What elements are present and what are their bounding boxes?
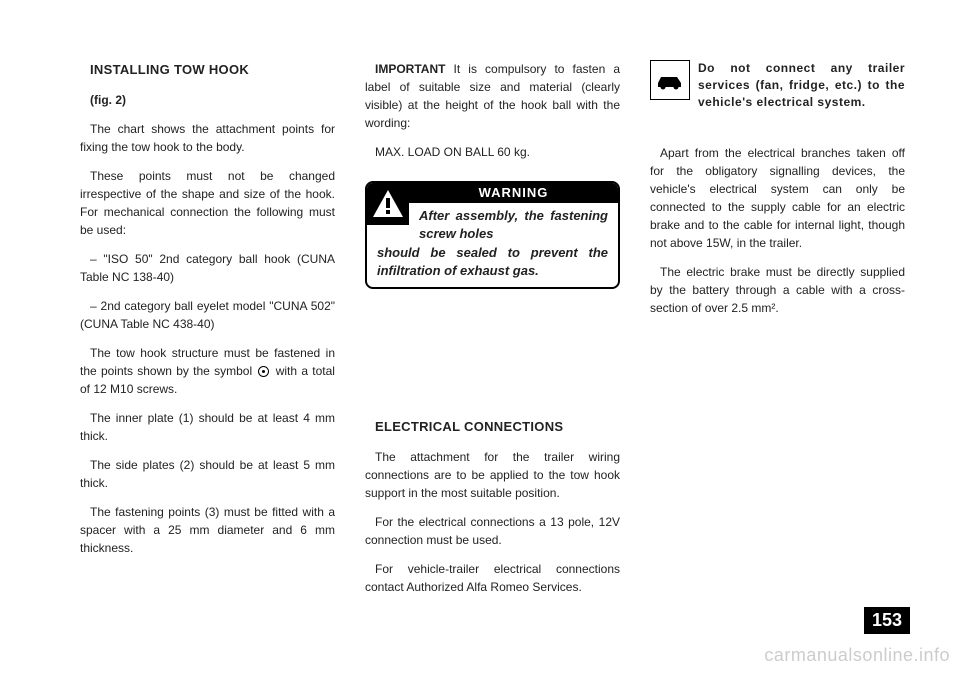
warning-top-row: WARNING After assembly, the fastening sc… — [367, 183, 618, 250]
column-3: Do not connect any trailer services (fan… — [650, 60, 905, 600]
col1-p3: – "ISO 50" 2nd category ball hook (CUNA … — [80, 250, 335, 286]
col1-p8: The fastening points (3) must be fitted … — [80, 503, 335, 557]
spacer — [365, 307, 620, 417]
col1-p4: – 2nd category ball eyelet model "CUNA 5… — [80, 297, 335, 333]
warning-box: WARNING After assembly, the fastening sc… — [365, 181, 620, 289]
spacer-2 — [650, 124, 905, 144]
column-1: INSTALLING TOW HOOK (fig. 2) The chart s… — [80, 60, 335, 600]
target-symbol-icon — [258, 366, 269, 377]
col2-p2: MAX. LOAD ON BALL 60 kg. — [365, 143, 620, 161]
column-2: IMPORTANT It is compulsory to fasten a l… — [365, 60, 620, 600]
col3-p2: The electric brake must be directly supp… — [650, 263, 905, 317]
watermark: carmanualsonline.info — [764, 645, 950, 666]
col2-p1: IMPORTANT It is compulsory to fasten a l… — [365, 60, 620, 132]
note-box: Do not connect any trailer services (fan… — [650, 60, 905, 110]
col2-p4: For the electrical connections a 13 pole… — [365, 513, 620, 549]
col1-subheading: (fig. 2) — [80, 91, 335, 109]
page-number: 153 — [864, 607, 910, 634]
col1-p7: The side plates (2) should be at least 5… — [80, 456, 335, 492]
page-columns: INSTALLING TOW HOOK (fig. 2) The chart s… — [80, 60, 905, 600]
warning-body: After assembly, the fastening screw hole… — [409, 203, 618, 250]
col1-p1: The chart shows the attachment points fo… — [80, 120, 335, 156]
warning-body-a: After assembly, the fastening screw hole… — [419, 207, 608, 242]
col1-heading: INSTALLING TOW HOOK — [80, 60, 335, 80]
col3-p1: Apart from the electrical branches taken… — [650, 144, 905, 252]
warning-label: WARNING — [409, 183, 618, 203]
col2-p3: The attachment for the trailer wiring co… — [365, 448, 620, 502]
warning-triangle-icon — [367, 183, 409, 225]
col2-heading2: ELECTRICAL CONNECTIONS — [365, 417, 620, 437]
note-text: Do not connect any trailer services (fan… — [698, 60, 905, 110]
col1-p5: The tow hook structure must be fastened … — [80, 344, 335, 398]
car-icon — [650, 60, 690, 100]
col1-p6: The inner plate (1) should be at least 4… — [80, 409, 335, 445]
col2-p5: For vehicle-trailer electrical connectio… — [365, 560, 620, 596]
important-label: IMPORTANT — [375, 62, 445, 76]
warning-body-b: should be sealed to prevent the infiltra… — [367, 244, 618, 287]
col1-p2: These points must not be changed irrespe… — [80, 167, 335, 239]
